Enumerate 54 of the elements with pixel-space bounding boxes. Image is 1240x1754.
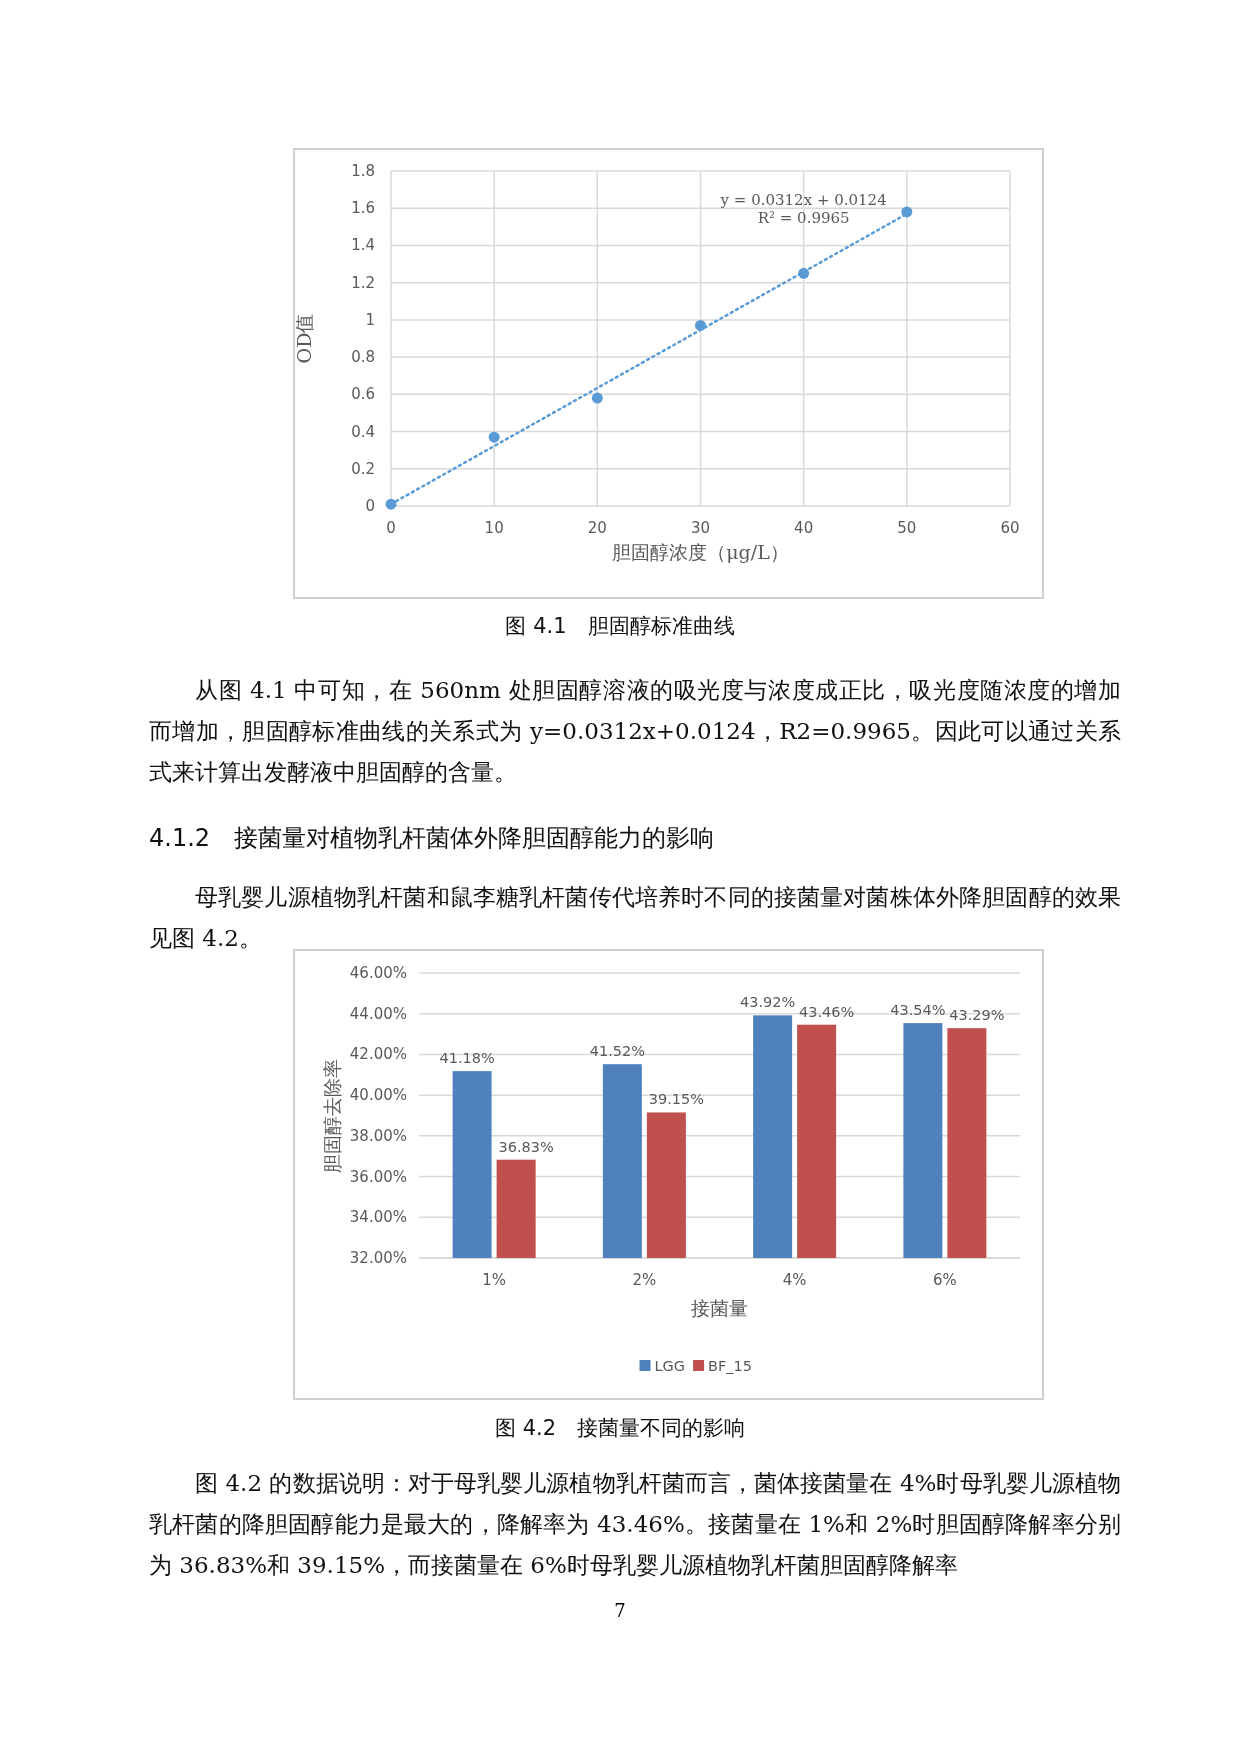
data-label: 43.92% <box>739 994 796 1011</box>
y-tick-label: 0.2 <box>351 459 375 478</box>
y-tick-label: 1.8 <box>351 162 375 180</box>
x-axis-title: 胆固醇浓度（μg/L） <box>612 541 789 563</box>
y-tick-label: 1.2 <box>351 273 375 292</box>
y-tick-label: 38.00% <box>349 1126 407 1145</box>
y-axis-title: OD值 <box>293 313 315 364</box>
data-label: 41.52% <box>589 1043 646 1060</box>
y-tick-label: 44.00% <box>349 1004 407 1023</box>
x-tick-label: 20 <box>587 519 607 537</box>
x-tick-label: 0 <box>386 519 396 537</box>
x-tick-label: 50 <box>897 519 917 537</box>
x-tick-label: 10 <box>484 519 504 537</box>
x-axis-title: 接菌量 <box>691 1297 748 1319</box>
y-axis-title: 胆固醇去除率 <box>321 1058 343 1173</box>
y-tick-label: 1.6 <box>351 199 375 218</box>
data-label: 36.83% <box>498 1138 554 1155</box>
y-tick-label: 34.00% <box>349 1208 407 1227</box>
chart-subtitle: 4.1.2 接菌量对植物乳杆菌体外降胆固醇能力的影响 <box>149 823 715 854</box>
data-label: 43.29% <box>949 1007 1005 1024</box>
y-tick-label: 46.00% <box>349 964 407 982</box>
text: 图 4.1 胆固醇标准曲线 <box>504 613 736 640</box>
y-tick-label: 0.4 <box>351 422 375 441</box>
point <box>488 431 500 443</box>
y-tick-label: 40.00% <box>349 1086 407 1105</box>
text: 母乳婴儿源植物乳杆菌和鼠李糖乳杆菌传代培养时不同的接菌量对菌株体外降胆固醇的效果见图 4.2。 <box>149 883 1121 953</box>
legend-label: LGG <box>654 1358 686 1374</box>
data-label: 41.18% <box>439 1050 495 1067</box>
y-tick-label: 32.00% <box>349 1249 407 1267</box>
y-tick-label: 1 <box>365 310 375 329</box>
x-tick-label: 4% <box>782 1271 807 1289</box>
annotation: R² = 0.9965 <box>757 209 850 228</box>
text: 从图 4.1 中可知，在 560nm 处胆固醇溶液的吸光度与浓度成正比，吸光度随浓度的增加而增加，胆固醇标准曲线的关系式为 y=0.0312x+0.0124，R2=0.9965。因此可以通过关系式来计算出发酵液中胆固醇的含量。 <box>149 676 1121 787</box>
y-tick-label: 0.6 <box>351 385 375 404</box>
annotation: y = 0.0312x + 0.0124 <box>719 190 887 209</box>
y-tick-label: 0.8 <box>351 348 375 367</box>
legend-label: BF_15 <box>708 1358 753 1374</box>
data-label: 43.54% <box>890 1002 946 1019</box>
point <box>591 392 603 404</box>
y-tick-label: 0 <box>365 497 375 515</box>
text: 7 <box>613 1600 627 1621</box>
x-tick-label: 1% <box>482 1271 507 1289</box>
x-tick-label: 40 <box>794 519 814 537</box>
x-tick-label: 6% <box>932 1271 957 1289</box>
x-tick-label: 30 <box>690 519 711 537</box>
data-label: 39.15% <box>648 1091 705 1108</box>
y-tick-label: 42.00% <box>349 1045 407 1064</box>
caption: 图 4.2 的数据说明：对于母乳婴儿源植物乳杆菌而言，菌体接菌量在 4%时母乳婴儿源植物乳杆菌的降胆固醇能力是最大的，降解率为 43.46%。接菌量在 1%和 2%时胆固醇降解率分别为 36.83%和 39.15%，而接菌量在 6%时母乳婴儿源植物乳杆菌胆固醇降解率 <box>149 1469 1121 1580</box>
x-tick-label: 60 <box>1000 519 1020 537</box>
x-tick-label: 2% <box>632 1271 657 1289</box>
text: 图 4.2 接菌量不同的影响 <box>493 1415 747 1442</box>
data-label: 43.46% <box>798 1003 855 1020</box>
y-tick-label: 1.4 <box>351 236 375 255</box>
y-tick-label: 36.00% <box>349 1167 407 1186</box>
